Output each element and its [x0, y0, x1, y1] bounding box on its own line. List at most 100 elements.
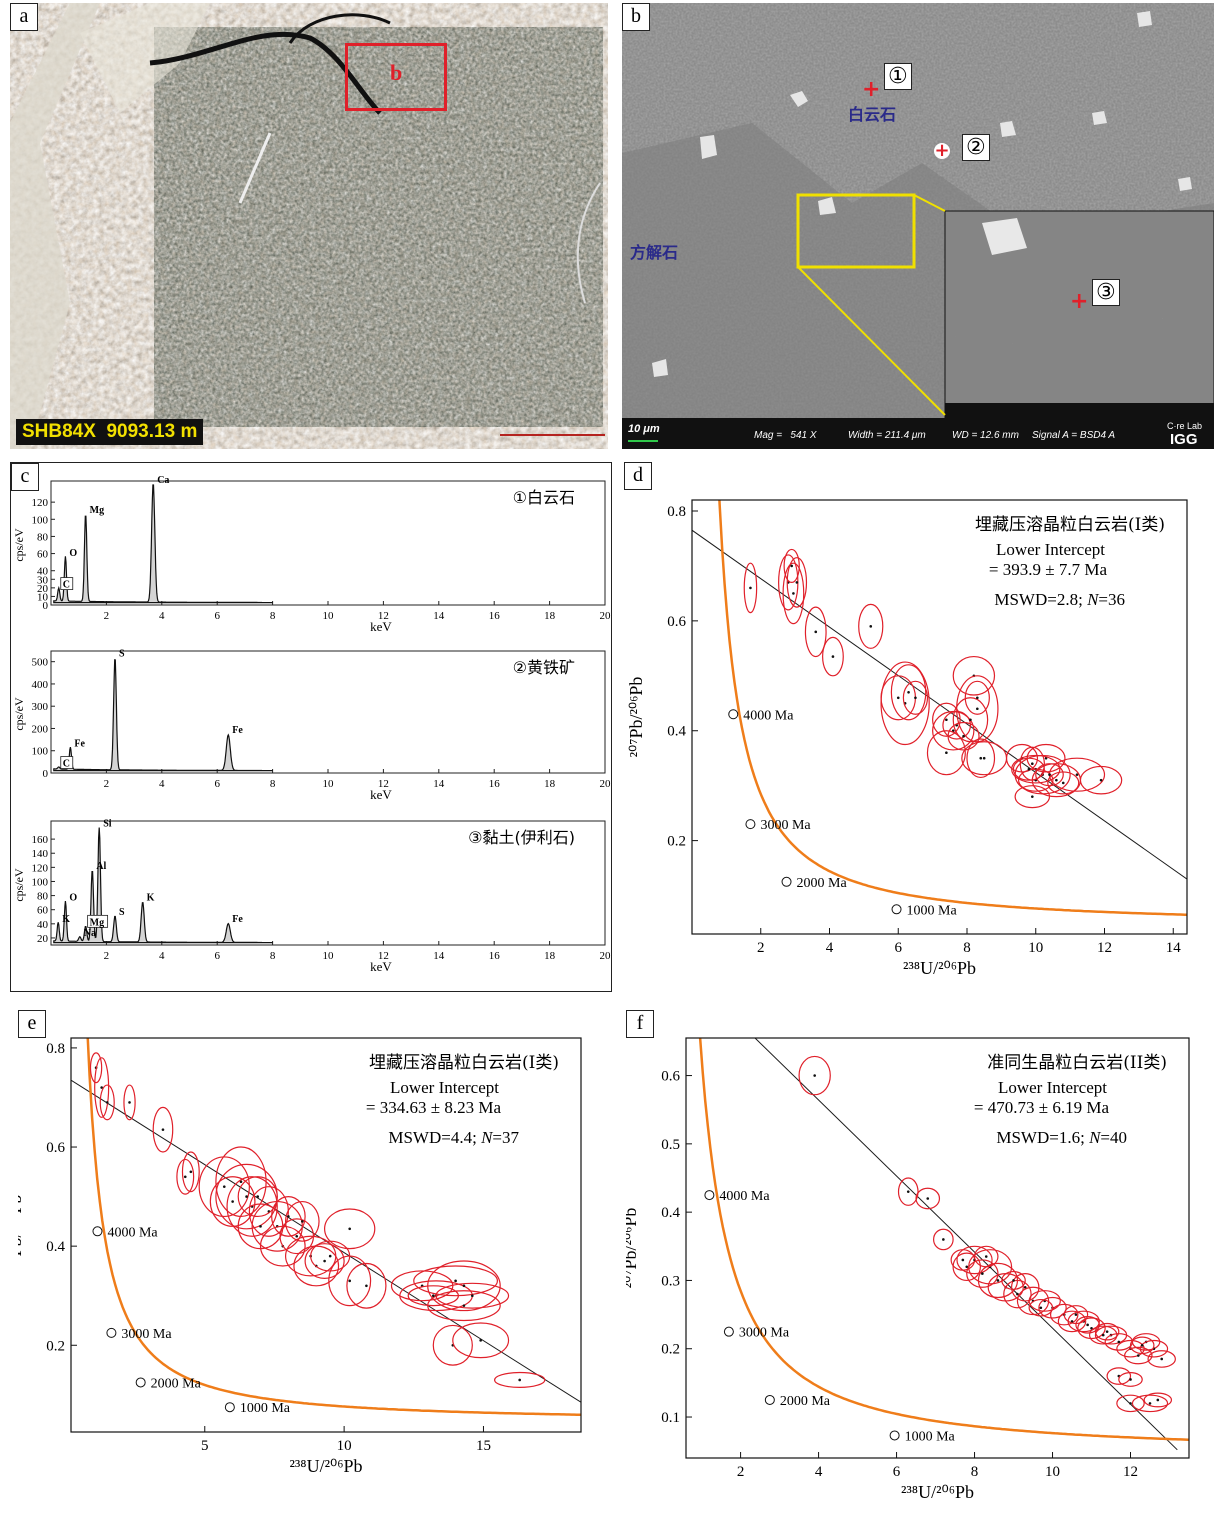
point-3-label: ③ [1092, 279, 1120, 306]
x-tick-label: 2 [737, 1464, 745, 1480]
error-ellipse [968, 1249, 1013, 1285]
data-point [1044, 756, 1048, 760]
error-ellipse [952, 655, 996, 696]
data-point [348, 1279, 351, 1283]
y-tick-label: 0.8 [667, 504, 686, 520]
point-2-marker: + [934, 140, 950, 161]
n-value: =40 [1100, 1128, 1127, 1147]
x-tick-label: 10 [1028, 940, 1043, 956]
error-ellipse [782, 562, 805, 625]
peak-label: Na [84, 928, 96, 939]
mswd-text: MSWD=4.4; [388, 1128, 481, 1147]
y-tick-label: 80 [37, 531, 49, 543]
age-marker [135, 1377, 146, 1388]
error-ellipse [1106, 1367, 1132, 1385]
error-ellipse [1129, 1336, 1155, 1355]
data-point [1129, 1378, 1132, 1381]
y-tick-label: 140 [32, 848, 49, 860]
dolomite-label: 白云石 [848, 105, 897, 124]
x-tick-label: 10 [323, 610, 335, 622]
peak-label: K [147, 893, 155, 904]
peak-label-box [87, 914, 109, 928]
peak-label: Mg [90, 505, 104, 516]
error-ellipse [94, 1057, 110, 1118]
y-tick-label: 0.4 [661, 1205, 680, 1221]
error-ellipse [822, 636, 844, 677]
data-point [1148, 1402, 1152, 1405]
data-point [348, 1227, 351, 1231]
sem-signal: Signal A = BSD4 A [1032, 430, 1116, 441]
panel-d-label: d [624, 462, 652, 490]
x-tick-label: 20 [600, 950, 612, 962]
y-tick-label: 300 [32, 701, 49, 713]
x-tick-label: 6 [214, 610, 220, 622]
error-ellipse [1035, 763, 1064, 787]
error-ellipse [1094, 1322, 1120, 1341]
y-tick-label: 160 [32, 834, 49, 846]
y-tick-label: 0.6 [661, 1069, 680, 1085]
error-ellipse [198, 1156, 250, 1218]
data-point [965, 1265, 969, 1269]
age-label: 2000 Ma [151, 1376, 202, 1391]
data-point [1031, 795, 1034, 798]
x-tick-label: 8 [270, 950, 276, 962]
data-point [479, 1339, 482, 1342]
age-label: 3000 Ma [760, 818, 811, 833]
intercept-label: Lower Intercept [390, 1078, 499, 1097]
error-ellipse [99, 1084, 115, 1121]
n-label: N [1088, 1128, 1102, 1147]
x-tick-label: 14 [433, 950, 445, 962]
y-tick-label: 0.2 [46, 1338, 65, 1354]
regression-line [692, 529, 1187, 880]
error-ellipse [1057, 1310, 1087, 1333]
age-marker [745, 819, 756, 830]
data-point [1027, 767, 1031, 771]
age-label: 3000 Ma [739, 1326, 790, 1341]
data-point [222, 1185, 226, 1188]
x-axis-label: ²³⁸U/²⁰⁶Pb [903, 958, 976, 978]
data-point [795, 581, 799, 584]
y-tick-label: 0.1 [661, 1410, 680, 1426]
age-label: 4000 Ma [719, 1189, 770, 1204]
error-ellipse [964, 680, 990, 715]
x-tick-label: 8 [270, 778, 276, 790]
spectrum-curve [53, 484, 273, 604]
sem-scale-label: 10 μm [628, 423, 660, 435]
age-marker [728, 709, 739, 720]
data-point [1129, 1402, 1132, 1405]
age-label: 4000 Ma [743, 708, 794, 723]
y-tick-label: 80 [37, 891, 49, 903]
data-point [976, 696, 979, 700]
x-tick-label: 5 [201, 1438, 209, 1454]
plot-area [692, 500, 1187, 916]
error-ellipse [304, 1243, 345, 1279]
error-ellipse [1131, 1394, 1169, 1413]
y-axis-label: ²⁰⁷Pb/²⁰⁶Pb [626, 1208, 640, 1289]
panel-b: b + ① 白云石 + ② 方解石 + ③ 10 μm Mag = 541 X … [622, 3, 1215, 449]
y-tick-label: 200 [32, 723, 49, 735]
data-point [256, 1195, 260, 1198]
error-ellipse [1088, 1325, 1118, 1345]
spectrum-xlabel: keV [370, 787, 392, 802]
concordia-curve [86, 1038, 581, 1416]
peak-label: Fe [232, 725, 243, 736]
stats-text: MSWD=4.4; N=37 [388, 1128, 519, 1147]
mswd-text: MSWD=2.8; [994, 590, 1087, 609]
y-tick-label: 20 [37, 933, 49, 945]
point-3-marker: + [1070, 289, 1089, 314]
spectrum-ylabel: cps/eV [12, 697, 26, 731]
age-marker [781, 876, 792, 887]
x-tick-label: 12 [378, 610, 389, 622]
data-point [1101, 1333, 1105, 1337]
n-value: =37 [492, 1128, 519, 1147]
x-tick-label: 14 [433, 610, 445, 622]
error-ellipse [1028, 1298, 1054, 1317]
data-point [926, 1197, 930, 1200]
error-ellipse [494, 1371, 546, 1388]
spectrum-title: ③黏土(伊利石) [468, 828, 575, 847]
intercept-value: = 470.73 ± 6.19 Ma [974, 1098, 1110, 1117]
error-ellipse [932, 702, 961, 737]
y-axis-label: ²⁰⁷Pb/²⁰⁶Pb [18, 1195, 25, 1276]
data-point [969, 718, 972, 722]
y-tick-label: 30 [37, 574, 49, 586]
